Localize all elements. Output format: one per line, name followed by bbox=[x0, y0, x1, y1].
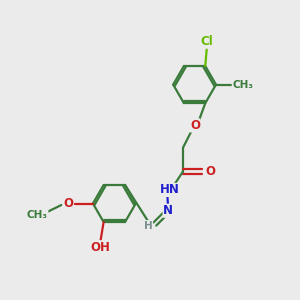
Text: O: O bbox=[63, 197, 73, 210]
Text: CH₃: CH₃ bbox=[232, 80, 253, 90]
Text: HN: HN bbox=[160, 183, 180, 196]
Text: O: O bbox=[205, 165, 215, 178]
Text: OH: OH bbox=[91, 241, 111, 254]
Text: CH₃: CH₃ bbox=[27, 210, 48, 220]
Text: Cl: Cl bbox=[200, 35, 213, 48]
Text: N: N bbox=[163, 204, 173, 217]
Text: H: H bbox=[144, 220, 153, 231]
Text: O: O bbox=[190, 119, 200, 132]
